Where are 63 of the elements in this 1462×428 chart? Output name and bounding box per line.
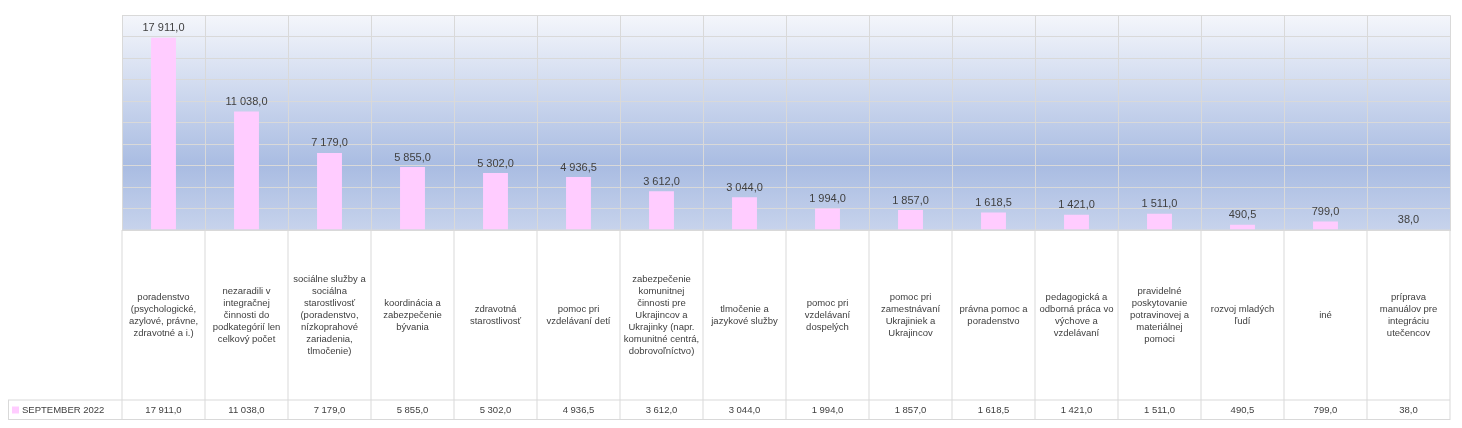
bar xyxy=(317,152,342,230)
data-label: 799,0 xyxy=(1313,403,1338,415)
x-tick-label: zdravotná starostlivosť xyxy=(469,302,522,326)
x-tick-label: pedagogická a odborná práca vo výchove a vzdelávaní xyxy=(1039,290,1114,338)
text: 5 855,0 xyxy=(394,150,431,163)
bar xyxy=(981,212,1006,230)
bar xyxy=(483,173,508,230)
x-tick-label: pomoc pri vzdelávaní detí xyxy=(546,302,611,326)
text: 17 911,0 xyxy=(142,21,185,34)
text: 5 302,0 xyxy=(477,156,514,169)
data-label: 38,0 xyxy=(1399,403,1418,415)
text: 1 994,0 xyxy=(809,192,846,205)
x-tick-label: rozvoj mladých ľudí xyxy=(1210,302,1275,326)
bar xyxy=(649,191,674,230)
bar xyxy=(400,167,425,230)
bar xyxy=(234,111,259,230)
text: 1 511,0 xyxy=(1141,197,1178,210)
text: 799,0 xyxy=(1311,204,1340,217)
bar xyxy=(898,210,923,230)
data-label: 3 044,0 xyxy=(728,403,761,415)
text: 1 618,5 xyxy=(975,196,1012,209)
x-tick-label: tlmočenie a jazykové služby xyxy=(710,302,779,326)
data-label: 5 302,0 xyxy=(479,403,512,415)
text: 3 612,0 xyxy=(643,174,680,187)
x-tick-label: príprava manuálov pre integráciu utečencov xyxy=(1379,290,1438,338)
bar xyxy=(566,176,591,230)
data-label: 17 911,0 xyxy=(145,403,182,415)
x-tick-label: iné xyxy=(1319,308,1332,320)
x-tick-label: nezaradili v integračnej činnosti do podkategórií len celkový počet xyxy=(212,284,281,344)
text: 7 179,0 xyxy=(311,136,348,149)
data-label: 11 038,0 xyxy=(228,403,265,415)
bar xyxy=(1064,214,1089,230)
bar xyxy=(732,197,757,230)
text: 490,5 xyxy=(1228,208,1257,221)
bar xyxy=(1147,213,1172,230)
data-label: 4 936,5 xyxy=(562,403,595,415)
data-label: 1 618,5 xyxy=(977,403,1010,415)
data-label: 1 857,0 xyxy=(894,403,927,415)
x-tick-label: poradenstvo (psychologické, azylové, právne, zdravotné a i.) xyxy=(128,290,199,338)
x-tick-label: pomoc pri vzdelávaní dospelých xyxy=(804,296,851,332)
data-label: 1 511,0 xyxy=(1144,403,1175,415)
text: 38,0 xyxy=(1397,213,1420,226)
data-label: 490,5 xyxy=(1230,403,1255,415)
bar xyxy=(815,208,840,230)
data-label: 3 612,0 xyxy=(645,403,678,415)
x-tick-label: pravidelné poskytovanie potravinovej a materiálnej pomoci xyxy=(1129,284,1190,344)
bar xyxy=(151,37,176,230)
text: 4 936,5 xyxy=(560,160,597,173)
bar xyxy=(1313,221,1338,230)
x-tick-label: sociálne služby a sociálna starostlivosť (poradenstvo, nízkoprahové zariadenia, tlmočenie) xyxy=(293,272,367,356)
text: 3 044,0 xyxy=(726,180,763,193)
x-tick-label: pomoc pri zamestnávaní Ukrajiniek a Ukrajincov xyxy=(880,290,941,338)
text: 11 038,0 xyxy=(225,94,268,107)
x-tick-label: koordinácia a zabezpečenie bývania xyxy=(383,296,442,332)
x-tick-label: zabezpečenie komunitnej činnosti pre Ukrajincov a Ukrajinky (napr. komunitné centrá, dobrovoľníctvo) xyxy=(623,272,700,356)
data-label: 7 179,0 xyxy=(313,403,346,415)
legend-label: SEPTEMBER 2022 xyxy=(22,403,105,415)
data-label: 1 421,0 xyxy=(1060,403,1093,415)
text: 1 421,0 xyxy=(1058,198,1095,211)
text: 1 857,0 xyxy=(892,193,929,206)
x-tick-label: právna pomoc a poradenstvo xyxy=(959,302,1029,326)
data-label: 1 994,0 xyxy=(811,403,844,415)
data-label: 5 855,0 xyxy=(396,403,429,415)
